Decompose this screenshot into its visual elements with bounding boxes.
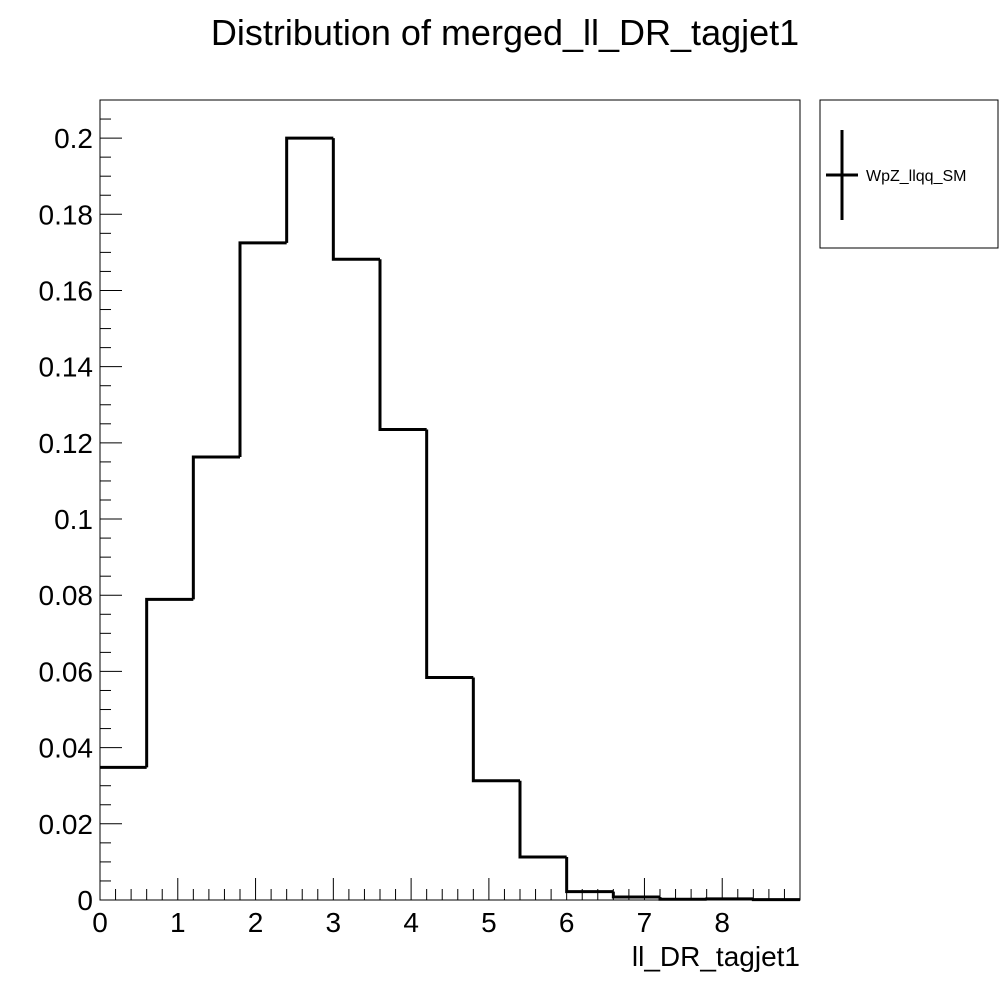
legend: WpZ_llqq_SM xyxy=(819,99,999,249)
legend-entry-label: WpZ_llqq_SM xyxy=(866,168,966,185)
histogram-bin xyxy=(565,856,614,894)
histogram-bin xyxy=(471,677,520,783)
histogram-series xyxy=(100,136,800,902)
y-tick-label: 0.04 xyxy=(39,733,94,764)
y-tick-label: 0 xyxy=(77,885,93,916)
histogram-bin xyxy=(238,241,287,457)
plot-frame xyxy=(99,99,801,901)
y-tick-label: 0.12 xyxy=(39,428,94,459)
histogram-bin xyxy=(425,429,474,680)
axis-ticks xyxy=(100,118,785,900)
chart-title: Distribution of merged_ll_DR_tagjet1 xyxy=(211,12,799,53)
y-tick-label: 0.02 xyxy=(39,809,94,840)
y-tick-label: 0.14 xyxy=(39,352,94,383)
y-tick-label: 0.2 xyxy=(54,123,93,154)
axis-tick-labels: 0 1 2 3 4 5 6 7 8 0 0.02 0.04 0.06 0.08 0.1 0.12 0.14 0.1… xyxy=(39,123,731,938)
x-tick-label: 8 xyxy=(714,907,730,938)
histogram-bin xyxy=(145,597,194,768)
x-tick-label: 2 xyxy=(248,907,264,938)
x-tick-label: 1 xyxy=(170,907,186,938)
histogram-bin xyxy=(518,780,567,859)
x-tick-label: 5 xyxy=(481,907,497,938)
y-tick-label: 0.06 xyxy=(39,656,94,687)
histogram-bin xyxy=(658,896,707,901)
x-tick-label: 7 xyxy=(637,907,653,938)
y-tick-label: 0.16 xyxy=(39,275,94,306)
x-tick-label: 3 xyxy=(326,907,342,938)
x-tick-label: 0 xyxy=(92,907,108,938)
x-axis-title: ll_DR_tagjet1 xyxy=(632,941,800,972)
histogram-bin xyxy=(331,138,380,261)
y-tick-label: 0.18 xyxy=(39,199,94,230)
histogram-bin xyxy=(378,259,427,432)
x-tick-label: 4 xyxy=(403,907,419,938)
y-tick-label: 0.1 xyxy=(54,504,93,535)
histogram-bin xyxy=(751,898,800,902)
x-tick-label: 6 xyxy=(559,907,575,938)
histogram-bin xyxy=(285,136,334,243)
histogram-bin xyxy=(191,455,240,600)
histogram-bin xyxy=(611,891,660,899)
y-tick-label: 0.08 xyxy=(39,580,94,611)
